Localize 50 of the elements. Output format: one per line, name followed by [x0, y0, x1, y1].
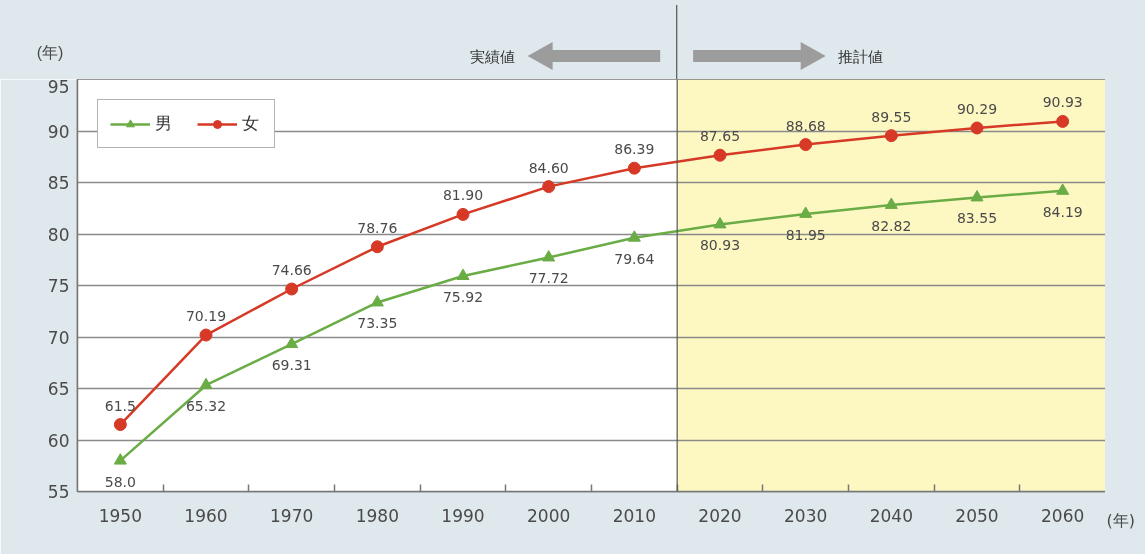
- y-axis-title: (年): [36, 43, 64, 61]
- y-tick-label: 95: [47, 76, 70, 97]
- x-tick-label: 2040: [869, 505, 913, 526]
- x-tick-label: 1980: [355, 505, 399, 526]
- x-tick-label: 2050: [955, 505, 999, 526]
- data-label: 89.55: [871, 108, 912, 125]
- x-tick-label: 2030: [784, 505, 828, 526]
- y-tick-label: 70: [47, 327, 70, 348]
- y-tick-label: 85: [47, 173, 70, 193]
- data-label: 61.5: [104, 397, 136, 414]
- legend-label: 男: [155, 112, 173, 135]
- y-tick-label: 65: [47, 379, 70, 399]
- y-tick-label: 55: [47, 482, 70, 502]
- legend-label: 女: [242, 112, 260, 135]
- x-tick-label: 2060: [1041, 505, 1085, 526]
- x-tick-label: 1970: [270, 505, 314, 526]
- data-label: 86.39: [614, 141, 655, 158]
- band-label: 実績値: [470, 47, 516, 65]
- data-label: 73.35: [357, 315, 398, 332]
- x-tick-label: 2010: [612, 505, 656, 526]
- y-tick-label: 60: [47, 430, 70, 451]
- x-tick-label: 1950: [98, 505, 142, 526]
- x-tick-label: 1960: [184, 505, 228, 526]
- data-label: 58.0: [104, 473, 136, 490]
- data-label: 75.92: [442, 289, 484, 306]
- x-axis-title: (年): [1106, 511, 1135, 530]
- data-label: 70.19: [185, 308, 227, 325]
- y-tick-label: 80: [47, 224, 70, 245]
- data-label: 77.72: [528, 270, 569, 287]
- data-label: 83.55: [956, 210, 998, 227]
- y-tick-label: 90: [47, 121, 70, 142]
- data-label: 90.93: [1042, 94, 1083, 111]
- x-tick-label: 1990: [441, 505, 485, 526]
- x-tick-label: 2020: [698, 505, 742, 526]
- data-label: 84.19: [1042, 203, 1083, 220]
- x-tick-label: 2000: [527, 505, 571, 526]
- data-label: 74.66: [271, 262, 312, 278]
- data-label: 82.82: [871, 217, 912, 234]
- band-label: 推計値: [838, 47, 884, 65]
- data-label: 87.65: [699, 128, 741, 145]
- data-label: 80.93: [699, 237, 741, 254]
- data-label: 79.64: [614, 250, 655, 267]
- data-label: 84.60: [528, 159, 569, 176]
- data-label: 88.68: [785, 117, 826, 134]
- data-label: 90.29: [956, 101, 998, 118]
- data-label: 81.90: [442, 187, 484, 204]
- data-label: 69.31: [271, 357, 312, 374]
- y-tick-label: 75: [47, 276, 70, 296]
- data-label: 78.76: [357, 219, 398, 236]
- data-label: 65.32: [185, 398, 227, 415]
